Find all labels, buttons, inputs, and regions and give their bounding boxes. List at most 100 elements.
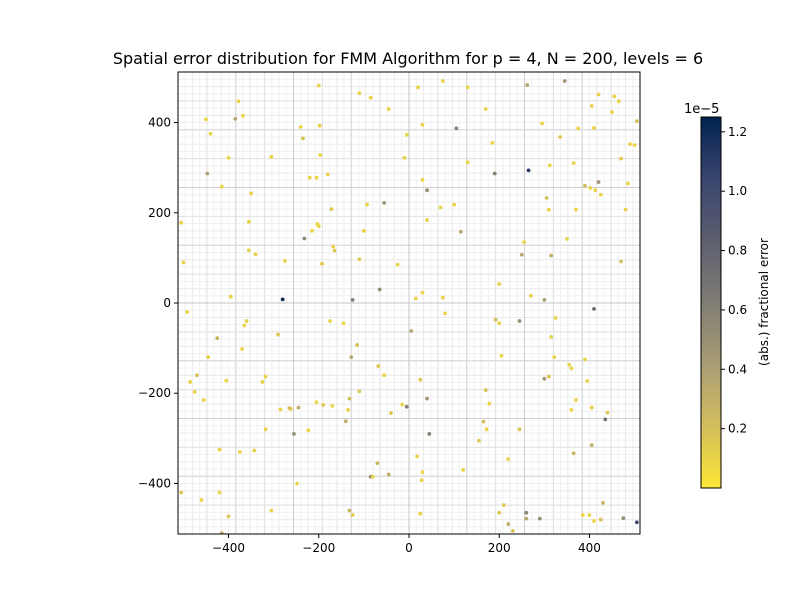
scatter-point bbox=[493, 317, 498, 322]
scatter-point bbox=[549, 253, 554, 258]
scatter-point bbox=[425, 396, 429, 401]
scatter-point bbox=[318, 153, 323, 157]
scatter-point bbox=[558, 135, 563, 139]
scatter-point bbox=[328, 319, 332, 323]
scatter-point bbox=[621, 516, 626, 521]
scatter-point bbox=[263, 427, 268, 432]
scatter-point bbox=[320, 261, 324, 266]
scatter-point bbox=[276, 332, 281, 337]
scatter-point bbox=[278, 407, 283, 412]
scatter-point bbox=[522, 240, 526, 244]
scatter-point bbox=[596, 180, 601, 184]
scatter-point bbox=[280, 297, 285, 302]
scatter-point bbox=[321, 403, 326, 407]
scatter-point bbox=[419, 478, 424, 483]
scatter-point bbox=[310, 228, 314, 233]
scatter-point bbox=[215, 336, 220, 341]
scatter-point bbox=[416, 85, 420, 90]
scatter-point bbox=[492, 171, 497, 176]
scatter-point bbox=[325, 172, 330, 177]
scatter-point bbox=[517, 319, 522, 323]
scatter-point bbox=[242, 323, 247, 328]
scatter-point bbox=[542, 376, 547, 381]
scatter-point bbox=[519, 252, 524, 257]
scatter-point bbox=[420, 290, 425, 295]
scatter-point bbox=[314, 175, 319, 180]
scatter-point bbox=[179, 220, 184, 225]
scatter-point bbox=[465, 85, 470, 90]
scatter-point bbox=[565, 237, 569, 241]
scatter-point bbox=[596, 92, 601, 97]
scatter-point bbox=[208, 131, 213, 136]
scatter-point bbox=[201, 398, 206, 402]
scatter-point bbox=[377, 287, 382, 292]
scatter-point bbox=[623, 207, 628, 212]
scatter-point bbox=[598, 517, 603, 522]
scatter-point bbox=[365, 202, 369, 207]
scatter-point bbox=[296, 405, 301, 410]
scatter-point bbox=[580, 513, 585, 517]
scatter-point bbox=[375, 461, 380, 466]
scatter-point bbox=[553, 315, 558, 320]
scatter-point bbox=[314, 400, 319, 405]
scatter-point bbox=[619, 156, 623, 161]
scatter-point bbox=[483, 107, 488, 111]
scatter-point bbox=[418, 511, 423, 516]
scatter-point bbox=[415, 454, 420, 459]
x-tick-label: −200 bbox=[302, 541, 335, 555]
scatter-point bbox=[490, 140, 495, 145]
scatter-point bbox=[420, 122, 425, 127]
scatter-point bbox=[228, 294, 233, 299]
scatter-point bbox=[332, 248, 337, 253]
scatter-point bbox=[349, 355, 354, 360]
scatter-point bbox=[224, 378, 229, 383]
scatter-point bbox=[525, 83, 530, 87]
scatter-point bbox=[583, 357, 587, 362]
chart-title: Spatial error distribution for FMM Algor… bbox=[113, 49, 703, 68]
grid bbox=[178, 72, 640, 534]
scatter-point bbox=[458, 229, 463, 234]
scatter-point bbox=[589, 443, 594, 448]
scatter-point bbox=[357, 91, 362, 96]
scatter-point bbox=[571, 161, 576, 166]
scatter-point bbox=[605, 410, 610, 415]
scatter-point bbox=[588, 186, 593, 190]
scatter-point bbox=[526, 168, 531, 173]
scatter-point bbox=[283, 259, 287, 263]
scatter-point bbox=[241, 113, 245, 118]
scatter-point bbox=[253, 252, 258, 257]
scatter-point bbox=[343, 419, 348, 424]
scatter-point bbox=[226, 155, 231, 160]
scatter-point bbox=[542, 297, 547, 302]
scatter-point bbox=[371, 474, 375, 479]
scatter-point bbox=[510, 528, 515, 533]
scatter-point bbox=[317, 123, 322, 128]
scatter-point bbox=[483, 388, 488, 392]
scatter-point bbox=[357, 389, 362, 394]
scatter-point bbox=[592, 519, 596, 523]
scatter-point bbox=[628, 142, 632, 147]
scatter-point bbox=[481, 419, 486, 424]
colorbar bbox=[700, 116, 722, 489]
scatter-point bbox=[199, 498, 204, 503]
scatter-point bbox=[244, 319, 249, 323]
scatter-point bbox=[219, 531, 224, 534]
scatter-point bbox=[589, 405, 594, 410]
x-tick-label: −400 bbox=[212, 541, 245, 555]
scatter-point bbox=[347, 508, 352, 513]
x-tick-label: 0 bbox=[405, 541, 413, 555]
scatter-point bbox=[206, 355, 211, 360]
scatter-point bbox=[386, 472, 391, 477]
scatter-point bbox=[452, 202, 457, 207]
scatter-point bbox=[316, 224, 321, 229]
scatter-point bbox=[302, 236, 307, 241]
scatter-point bbox=[382, 373, 387, 378]
scatter-point bbox=[413, 296, 418, 301]
scatter-point bbox=[619, 259, 623, 264]
colorbar-tick-label: 0.6 bbox=[728, 303, 747, 317]
scatter-point bbox=[217, 490, 222, 495]
scatter-point bbox=[506, 522, 511, 526]
scatter-point bbox=[549, 334, 554, 339]
scatter-point bbox=[249, 191, 253, 196]
scatter-point bbox=[237, 449, 242, 454]
